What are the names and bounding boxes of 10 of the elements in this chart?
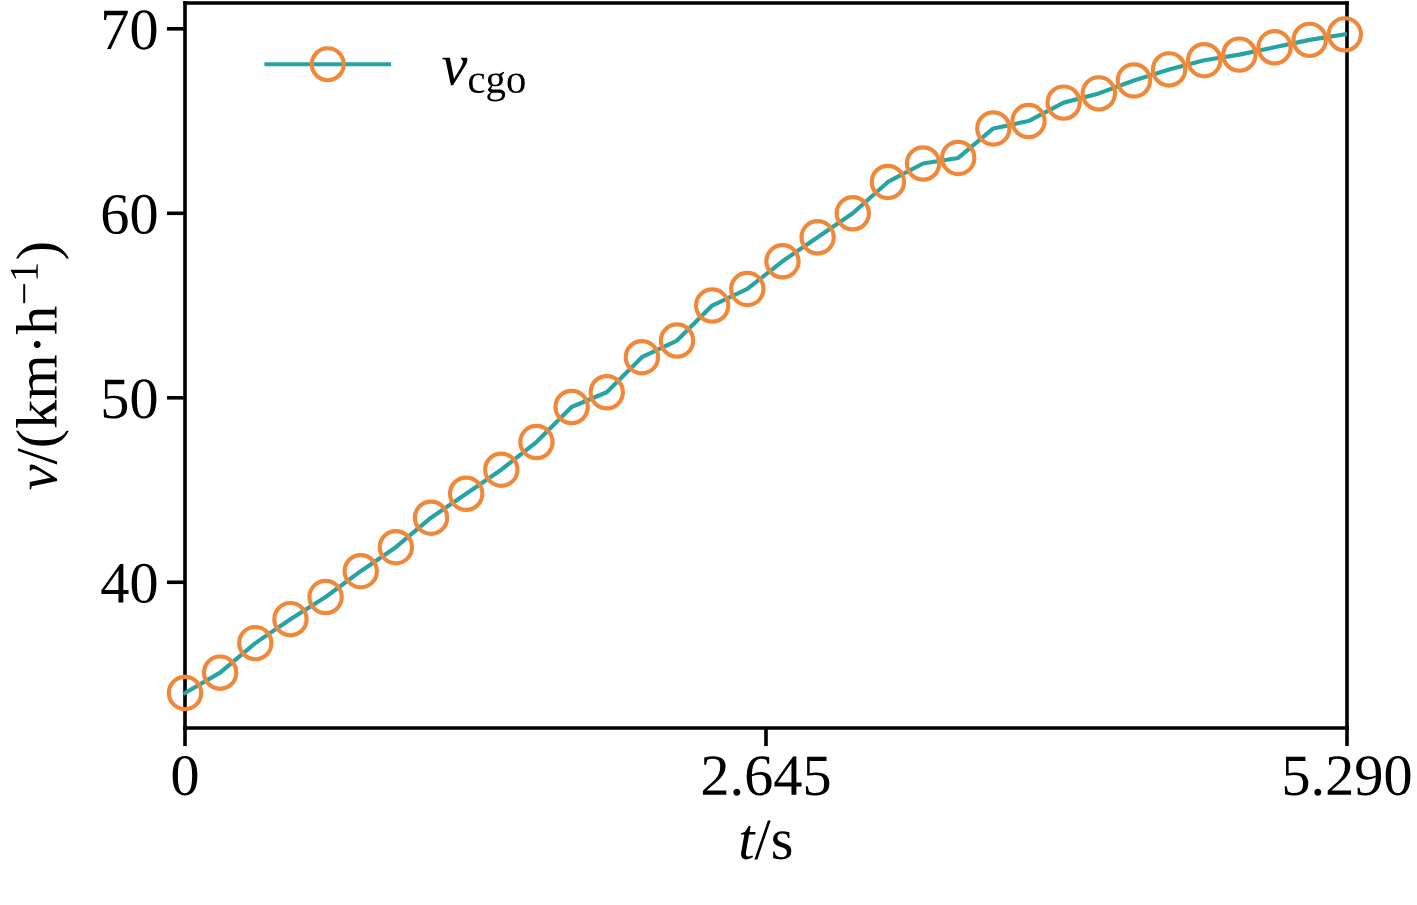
x-axis-title: t/s <box>740 820 792 860</box>
y-tick-label: 50 <box>103 379 157 419</box>
x-tick-label: 5.290 <box>1284 756 1411 796</box>
y-tick-label: 60 <box>102 194 157 235</box>
x-tick-label: 2.645 <box>702 756 830 796</box>
x-tick-label: 0 <box>172 756 198 796</box>
y-tick-label: 40 <box>101 563 157 604</box>
legend-label: v$_{cgo}$ <box>442 57 525 102</box>
y-axis-title: v/(km·h$^{−1}$) <box>10 243 69 490</box>
y-tick-label: 70 <box>104 10 157 50</box>
